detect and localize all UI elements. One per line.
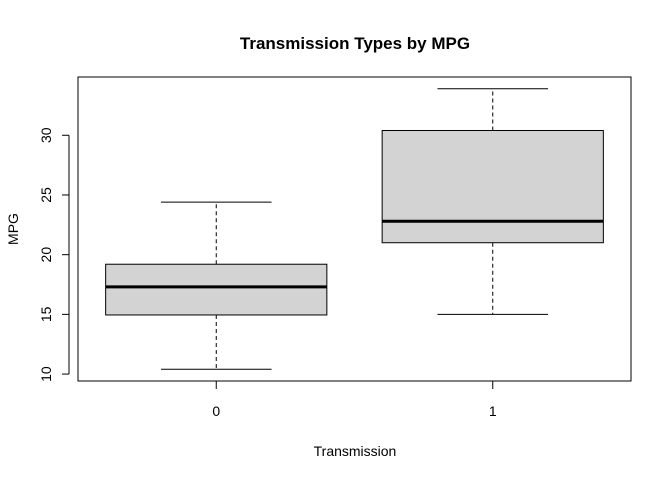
box-1 xyxy=(381,88,604,315)
y-axis-label: MPG xyxy=(5,213,21,245)
y-tick-label: 10 xyxy=(38,366,54,382)
y-tick-label: 20 xyxy=(38,247,54,263)
y-tick-label: 15 xyxy=(38,306,54,322)
box-group xyxy=(105,88,604,370)
box-iqr xyxy=(105,263,328,316)
y-tick-label: 25 xyxy=(38,187,54,203)
x-axis-label: Transmission xyxy=(314,443,397,459)
x-tick-label: 0 xyxy=(212,403,220,419)
x-tick-label: 1 xyxy=(489,403,497,419)
box-iqr xyxy=(381,129,604,244)
chart-title: Transmission Types by MPG xyxy=(240,34,470,53)
y-tick-label: 30 xyxy=(38,127,54,143)
box-0 xyxy=(105,201,328,370)
y-axis: 10 15 20 25 30 xyxy=(38,127,70,382)
